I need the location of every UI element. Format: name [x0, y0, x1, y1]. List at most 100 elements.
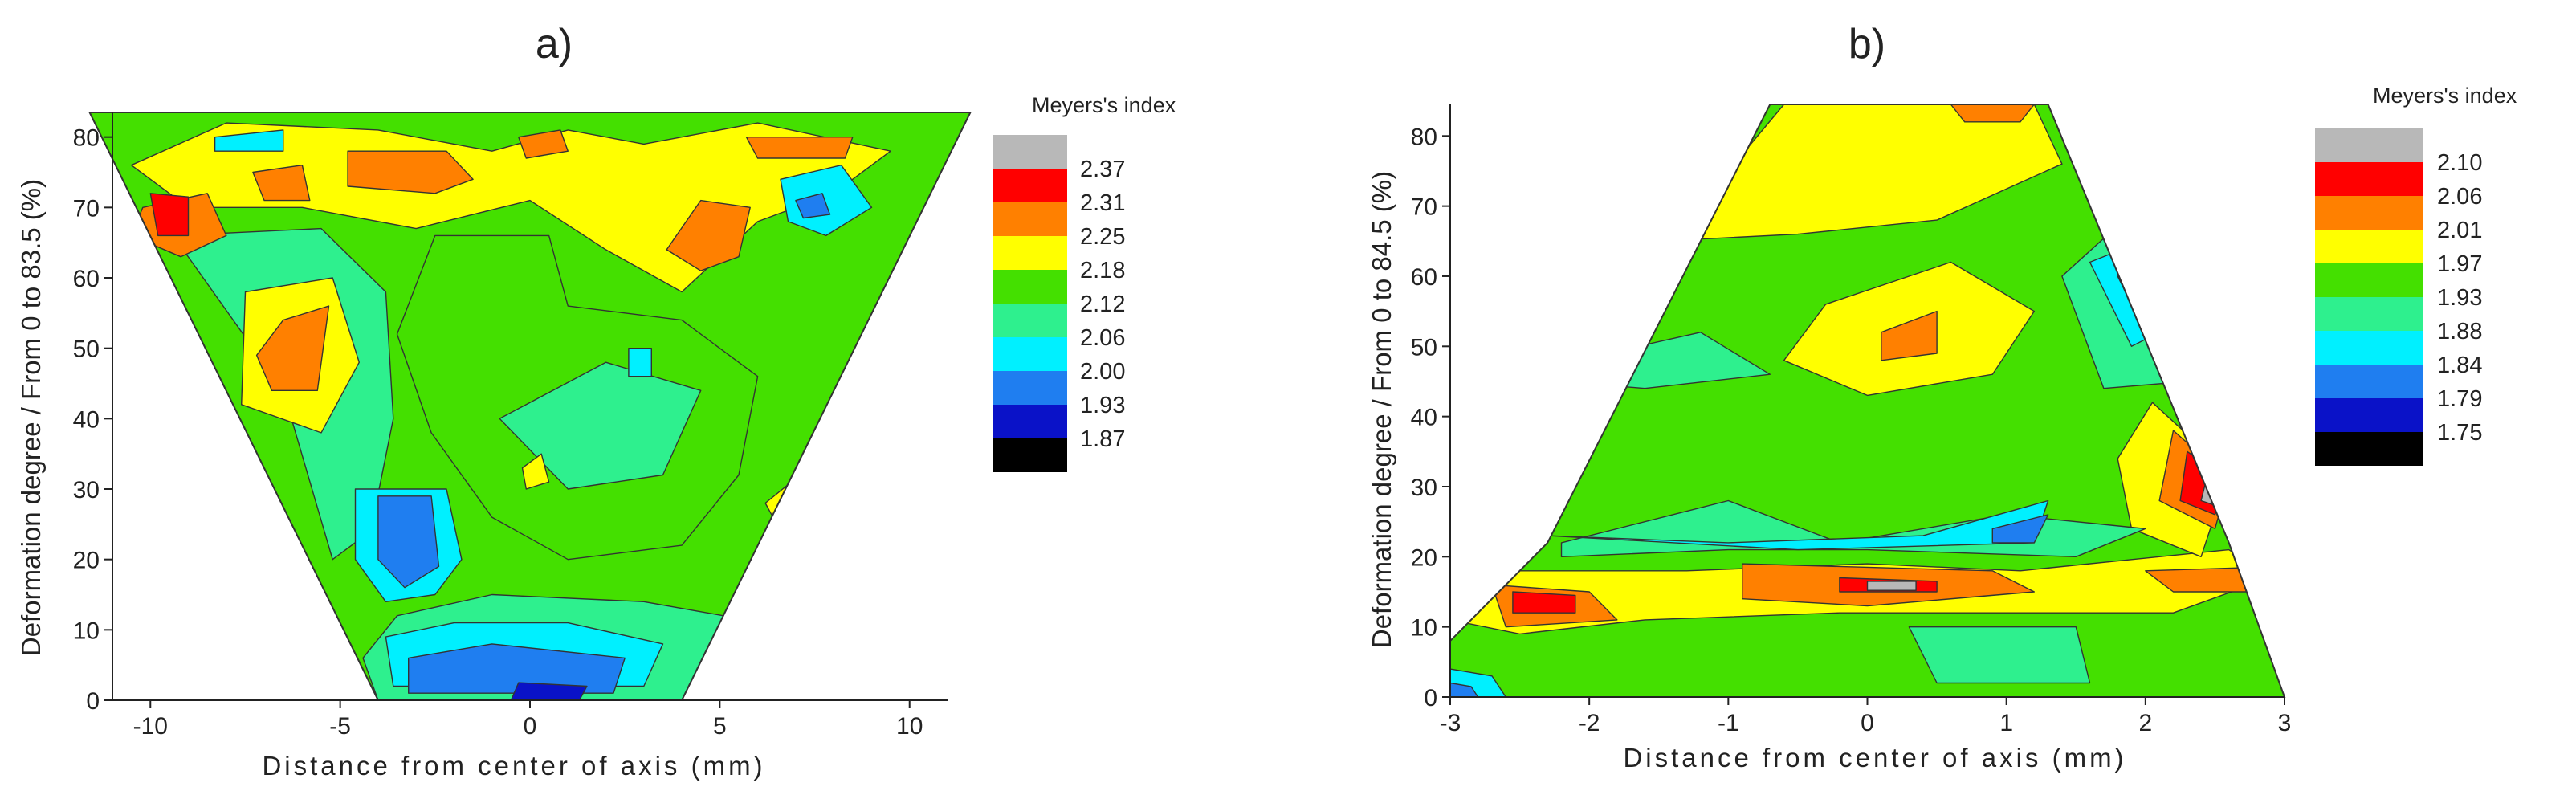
panel-a-plot: -10 -5 0 5 10 0 10 20 30 40 50 60 70 80 [73, 112, 972, 740]
legend-swatch [2315, 162, 2423, 196]
contour-region [347, 150, 474, 194]
y-tick-label: 80 [1411, 124, 1437, 150]
legend-swatch [2315, 230, 2423, 263]
x-tick-label: -10 [133, 713, 168, 740]
y-tick-label: 30 [73, 477, 100, 503]
contour-region [214, 129, 284, 152]
legend-swatch [2315, 365, 2423, 398]
contour-region [1866, 581, 1917, 591]
y-tick-label: 70 [1411, 194, 1437, 221]
contour-region [1991, 514, 2049, 544]
panel-b-xlabel: Distance from center of axis (mm) [1623, 743, 2126, 773]
contour-region [1450, 682, 1479, 697]
legend-level-label: 2.06 [1080, 325, 1125, 351]
legend-level-label: 2.06 [2437, 184, 2482, 210]
panel-b-label: b) [1848, 21, 1885, 67]
panel-b-legend: Meyers's index 2.10 2.06 2.01 1.97 1.93 1.88 1… [2315, 84, 2517, 466]
legend-level-label: 2.10 [2437, 150, 2482, 176]
panel-a: a) -10 -5 0 5 10 0 10 20 30 40 50 60 70 80 Distance f… [16, 21, 1176, 781]
legend-level-label: 2.37 [1080, 157, 1125, 182]
legend-level-label: 1.84 [2437, 353, 2482, 378]
panel-a-xlabel: Distance from center of axis (mm) [262, 751, 765, 781]
legend-swatch [2315, 128, 2423, 162]
legend-level-label: 2.31 [1080, 190, 1125, 216]
y-tick-label: 60 [1411, 264, 1437, 291]
y-tick-label: 40 [1411, 405, 1437, 431]
legend-level-label: 2.12 [1080, 291, 1125, 317]
legend-level-label: 2.18 [1080, 258, 1125, 283]
contour-region [1547, 499, 2049, 551]
contour-region [252, 164, 311, 202]
legend-swatch [2315, 432, 2423, 466]
panel-b-contours [1450, 104, 2285, 697]
legend-swatch [993, 135, 1067, 169]
legend-swatch [2315, 331, 2423, 365]
panel-b-domain-outline [1449, 104, 2286, 698]
panel-a-label: a) [536, 21, 573, 67]
legend-swatch [2315, 263, 2423, 297]
panel-a-legend: Meyers's index 2.37 2.31 2.25 2.18 2.12 2.06 2… [993, 93, 1176, 472]
x-tick-label: 10 [896, 713, 923, 740]
panel-a-legend-title: Meyers's index [1032, 93, 1176, 117]
contour-region [255, 305, 330, 391]
legend-swatch [993, 405, 1067, 438]
contour-region [499, 361, 702, 490]
panel-a-contours [89, 112, 971, 700]
legend-swatch [993, 236, 1067, 270]
contour-region [2200, 471, 2230, 508]
contour-region [666, 199, 751, 271]
x-tick-label: -5 [329, 713, 351, 740]
contour-region [1881, 310, 1938, 361]
x-tick-label: 1 [1999, 710, 2013, 736]
y-tick-label: 70 [73, 195, 100, 222]
contour-region [377, 495, 440, 589]
contour-region [510, 682, 588, 700]
y-tick-label: 10 [1411, 615, 1437, 642]
legend-swatch [993, 169, 1067, 202]
legend-level-label: 1.93 [1080, 393, 1125, 418]
contour-region [1908, 626, 2091, 684]
y-tick-label: 60 [73, 266, 100, 292]
y-tick-label: 10 [73, 618, 100, 644]
y-tick-label: 50 [1411, 334, 1437, 361]
panel-a-ylabel: Deformation degree / From 0 to 83.5 (%) [16, 179, 46, 656]
legend-swatch [2315, 398, 2423, 432]
legend-level-label: 1.79 [2437, 386, 2482, 412]
legend-level-label: 1.75 [2437, 420, 2482, 446]
legend-level-label: 1.93 [2437, 285, 2482, 311]
y-tick-label: 30 [1411, 475, 1437, 501]
x-tick-label: -2 [1579, 710, 1600, 736]
contour-region [795, 193, 831, 219]
x-tick-label: 5 [713, 713, 727, 740]
y-tick-label: 20 [1411, 544, 1437, 571]
legend-level-label: 2.01 [2437, 218, 2482, 243]
panel-b-ylabel: Deformation degree / From 0 to 84.5 (%) [1367, 171, 1396, 648]
legend-swatch [2315, 196, 2423, 230]
legend-swatch [993, 438, 1067, 472]
legend-level-label: 2.25 [1080, 224, 1125, 250]
panel-b-legend-title: Meyers's index [2373, 84, 2517, 108]
legend-level-label: 1.88 [2437, 319, 2482, 344]
contour-region [149, 193, 190, 237]
y-tick-label: 50 [73, 336, 100, 363]
y-tick-label: 0 [86, 688, 100, 715]
panel-a-axes: -10 -5 0 5 10 0 10 20 30 40 50 60 70 80 [73, 112, 948, 740]
legend-swatch [993, 202, 1067, 236]
contour-region [1950, 104, 2036, 123]
x-tick-label: 0 [524, 713, 537, 740]
legend-level-label: 1.97 [2437, 251, 2482, 277]
y-tick-label: 80 [73, 125, 100, 152]
legend-level-label: 1.87 [1080, 426, 1125, 452]
x-tick-label: 0 [1861, 710, 1874, 736]
contour-region [518, 129, 569, 159]
legend-swatch [993, 304, 1067, 337]
x-tick-label: 2 [2138, 710, 2152, 736]
legend-level-label: 2.00 [1080, 359, 1125, 385]
contour-region [1512, 591, 1576, 614]
contour-region [745, 136, 854, 159]
x-tick-label: -3 [1440, 710, 1461, 736]
